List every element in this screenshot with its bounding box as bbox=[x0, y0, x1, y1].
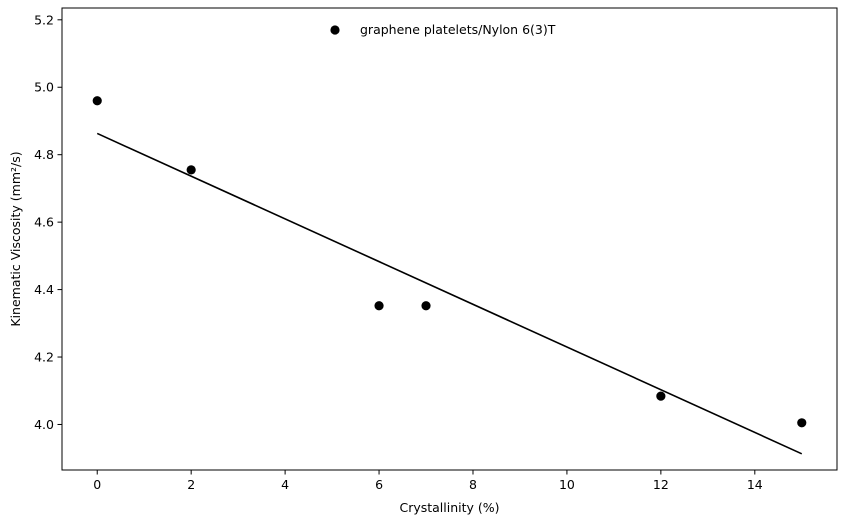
legend: graphene platelets/Nylon 6(3)T bbox=[330, 22, 556, 37]
y-tick-label: 4.2 bbox=[34, 350, 54, 365]
data-point bbox=[92, 96, 102, 106]
data-point bbox=[374, 301, 384, 311]
x-tick-label: 14 bbox=[747, 477, 763, 492]
x-tick-label: 0 bbox=[93, 477, 101, 492]
y-tick-label: 5.0 bbox=[34, 80, 54, 95]
marks-layer bbox=[92, 96, 807, 455]
y-tick-label: 5.2 bbox=[34, 12, 54, 27]
data-point bbox=[656, 391, 666, 401]
y-tick-label: 4.8 bbox=[34, 147, 54, 162]
y-axis-title: Kinematic Viscosity (mm²/s) bbox=[8, 151, 23, 326]
y-tick-label: 4.4 bbox=[34, 282, 54, 297]
x-tick-label: 4 bbox=[281, 477, 289, 492]
legend-marker bbox=[330, 25, 340, 35]
x-tick-label: 6 bbox=[375, 477, 383, 492]
legend-label: graphene platelets/Nylon 6(3)T bbox=[360, 22, 556, 37]
x-tick-label: 2 bbox=[187, 477, 195, 492]
y-tick-label: 4.6 bbox=[34, 215, 54, 230]
x-tick-label: 12 bbox=[653, 477, 669, 492]
x-tick-label: 8 bbox=[469, 477, 477, 492]
x-axis-title: Crystallinity (%) bbox=[399, 500, 499, 515]
data-point bbox=[186, 165, 196, 175]
axes-layer: 0 2 4 6 8 10 12 14 4.0 4.2 4.4 4.6 4.8 5.0 5.2 bbox=[34, 7, 838, 492]
data-point bbox=[797, 418, 807, 428]
plot-frame bbox=[61, 7, 838, 471]
x-tick-label: 10 bbox=[559, 477, 575, 492]
trend-line bbox=[96, 132, 803, 455]
y-tick-label: 4.0 bbox=[34, 417, 54, 432]
data-point bbox=[421, 301, 431, 311]
